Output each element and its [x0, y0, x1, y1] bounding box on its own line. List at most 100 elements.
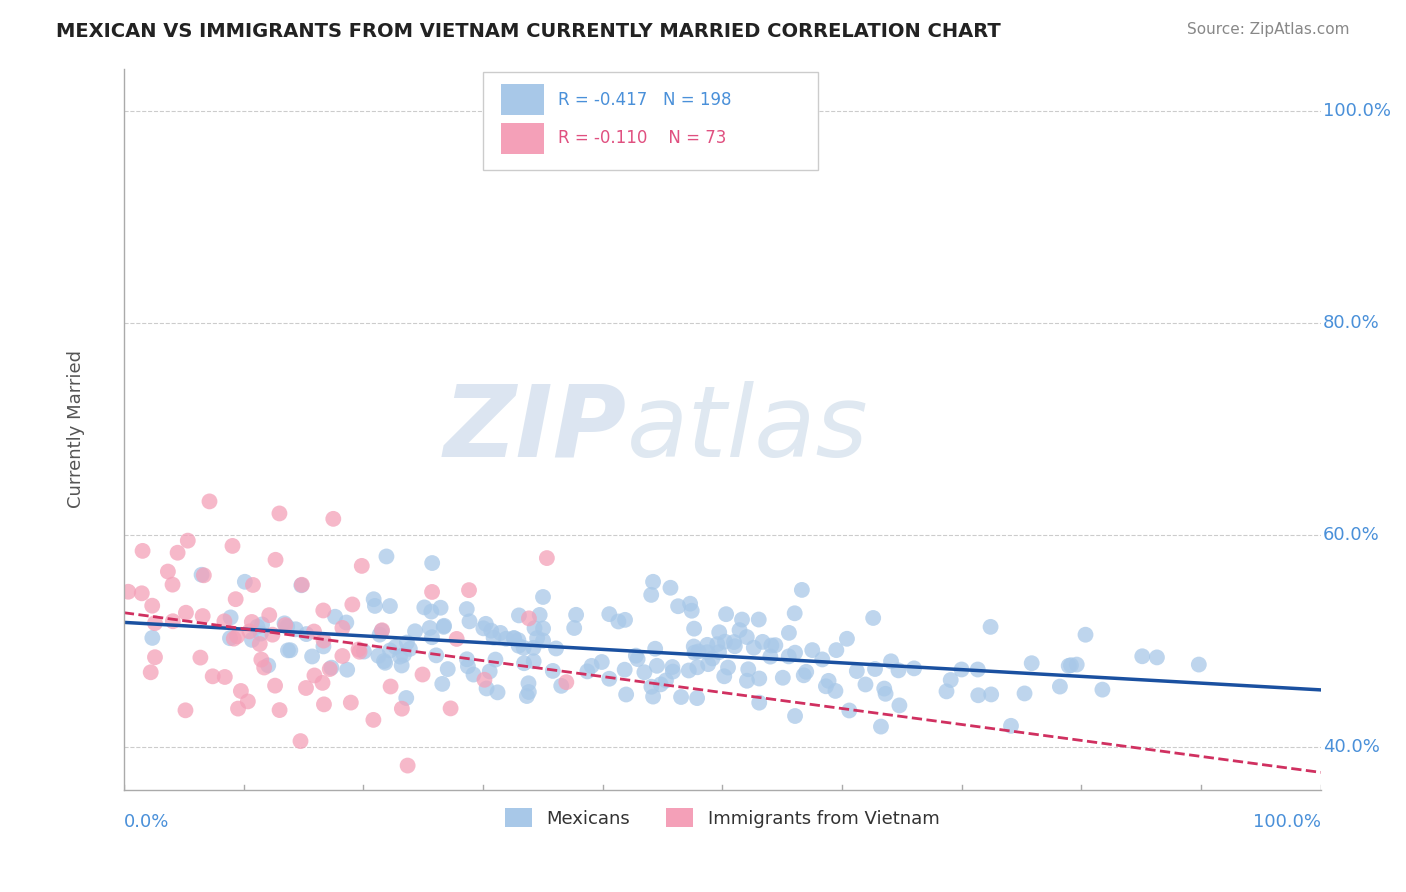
Point	[374, 656, 396, 670]
Point	[368, 627, 391, 641]
Point	[412, 667, 434, 681]
Point	[688, 644, 710, 658]
Point	[735, 630, 758, 644]
Point	[420, 585, 443, 599]
Point	[742, 640, 765, 655]
Point	[389, 649, 412, 664]
Point	[717, 660, 740, 674]
Point	[301, 649, 323, 664]
Point	[966, 663, 988, 677]
Point	[420, 556, 443, 570]
Point	[512, 640, 534, 655]
Point	[458, 583, 481, 598]
Point	[249, 637, 271, 651]
Point	[322, 512, 344, 526]
Point	[783, 709, 806, 723]
Text: 100.0%: 100.0%	[1253, 814, 1320, 831]
Point	[290, 578, 312, 592]
Point	[141, 599, 163, 613]
Point	[222, 632, 245, 646]
Point	[845, 664, 868, 678]
Point	[249, 626, 271, 640]
Point	[686, 691, 709, 706]
Point	[669, 690, 692, 704]
Point	[513, 657, 536, 671]
FancyBboxPatch shape	[501, 122, 544, 154]
Point	[242, 578, 264, 592]
Point	[482, 631, 505, 645]
Point	[783, 646, 806, 660]
Point	[661, 660, 683, 674]
Point	[478, 665, 501, 679]
Point	[778, 625, 800, 640]
Point	[939, 673, 962, 687]
Point	[748, 672, 770, 686]
Point	[436, 662, 458, 676]
Point	[302, 624, 325, 639]
Text: Currently Married: Currently Married	[67, 351, 84, 508]
Point	[162, 577, 184, 591]
Point	[433, 619, 456, 633]
Point	[479, 624, 502, 638]
Point	[226, 629, 249, 643]
Point	[166, 546, 188, 560]
Point	[790, 582, 813, 597]
Point	[531, 590, 554, 604]
Point	[1188, 657, 1211, 672]
Point	[862, 611, 884, 625]
Point	[508, 633, 530, 648]
Point	[312, 640, 335, 654]
Point	[503, 632, 526, 646]
Point	[731, 613, 754, 627]
Point	[526, 631, 548, 645]
Text: MEXICAN VS IMMIGRANTS FROM VIETNAM CURRENTLY MARRIED CORRELATION CHART: MEXICAN VS IMMIGRANTS FROM VIETNAM CURRE…	[56, 22, 1001, 41]
Point	[1130, 649, 1153, 664]
Point	[139, 665, 162, 680]
Point	[801, 643, 824, 657]
Point	[650, 677, 672, 691]
Point	[395, 690, 418, 705]
Point	[1060, 658, 1083, 673]
Point	[475, 681, 498, 696]
Point	[683, 622, 706, 636]
Point	[598, 672, 620, 686]
Point	[565, 607, 588, 622]
Point	[472, 621, 495, 635]
Point	[666, 599, 689, 614]
Point	[475, 616, 498, 631]
Point	[950, 663, 973, 677]
Point	[456, 652, 478, 666]
Point	[399, 641, 422, 656]
Point	[229, 684, 252, 698]
Point	[643, 690, 665, 704]
Point	[458, 615, 481, 629]
Point	[446, 632, 468, 646]
Point	[772, 671, 794, 685]
Point	[143, 650, 166, 665]
Point	[614, 613, 637, 627]
Point	[980, 688, 1002, 702]
Point	[391, 658, 413, 673]
Point	[290, 734, 312, 748]
Point	[517, 676, 540, 690]
Point	[375, 549, 398, 564]
Point	[873, 681, 896, 696]
Point	[284, 622, 307, 636]
Point	[384, 640, 406, 654]
Text: Source: ZipAtlas.com: Source: ZipAtlas.com	[1187, 22, 1350, 37]
Point	[1146, 650, 1168, 665]
Point	[1057, 658, 1080, 673]
Point	[662, 665, 685, 679]
Point	[457, 659, 479, 673]
Point	[522, 640, 544, 655]
Point	[607, 615, 630, 629]
Point	[967, 688, 990, 702]
Point	[191, 609, 214, 624]
Point	[591, 655, 613, 669]
Point	[278, 643, 301, 657]
Point	[332, 621, 354, 635]
Point	[363, 713, 385, 727]
Point	[378, 599, 401, 613]
Point	[456, 602, 478, 616]
Point	[336, 663, 359, 677]
